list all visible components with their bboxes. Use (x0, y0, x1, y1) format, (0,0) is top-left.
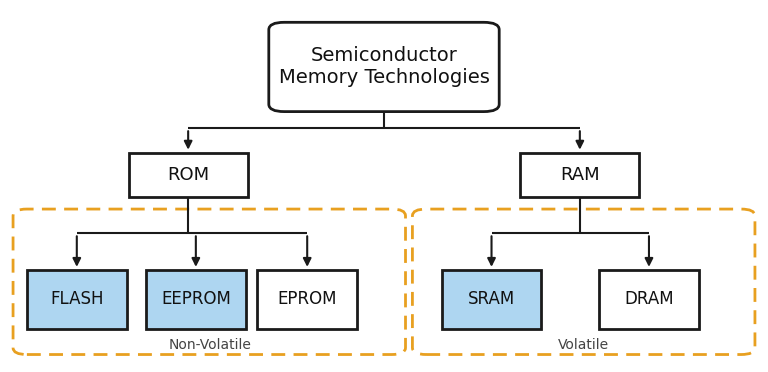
Text: DRAM: DRAM (624, 291, 674, 308)
Text: Non-Volatile: Non-Volatile (168, 338, 251, 352)
Text: RAM: RAM (560, 166, 600, 184)
FancyBboxPatch shape (442, 270, 541, 329)
FancyBboxPatch shape (599, 270, 699, 329)
FancyBboxPatch shape (257, 270, 357, 329)
FancyBboxPatch shape (520, 153, 639, 197)
Text: EPROM: EPROM (277, 291, 337, 308)
FancyBboxPatch shape (146, 270, 246, 329)
Text: Semiconductor
Memory Technologies: Semiconductor Memory Technologies (279, 46, 489, 87)
FancyBboxPatch shape (128, 153, 247, 197)
Text: EEPROM: EEPROM (161, 291, 230, 308)
FancyBboxPatch shape (27, 270, 127, 329)
Text: Volatile: Volatile (558, 338, 609, 352)
FancyBboxPatch shape (269, 22, 499, 112)
Text: ROM: ROM (167, 166, 209, 184)
Text: SRAM: SRAM (468, 291, 515, 308)
Text: FLASH: FLASH (50, 291, 104, 308)
